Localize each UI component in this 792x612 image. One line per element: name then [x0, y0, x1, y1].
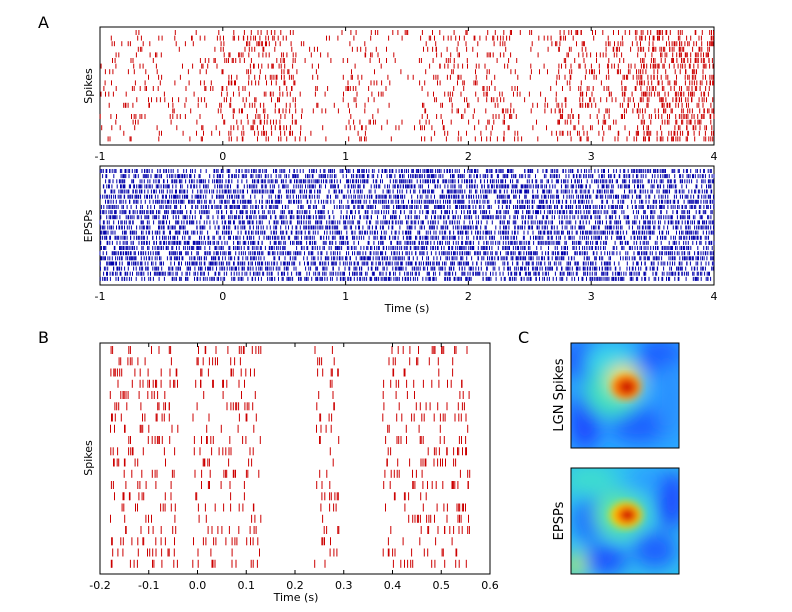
xtick-label: 0 — [219, 150, 226, 163]
panel-label-a: A — [38, 13, 49, 32]
panel-a-spikes-plot: -1 0 1 2 3 4 Spikes — [82, 26, 718, 163]
xtick-label: 2 — [465, 150, 472, 163]
panel-label-b: B — [38, 328, 49, 347]
xtick-label: 3 — [588, 150, 595, 163]
panel-label-c: C — [518, 328, 529, 347]
xtick-label: -1 — [95, 150, 106, 163]
panel-a-spikes-ylabel: Spikes — [82, 68, 95, 104]
panel-a-spikes-frame — [99, 26, 715, 146]
panel-a-spikes-marks — [99, 30, 715, 142]
panel-a-spikes-xticks: -1 0 1 2 3 4 — [95, 27, 718, 163]
panel-a-epsps-plot: -1 0 1 2 3 4 EPSPs Time (s) — [82, 165, 718, 315]
xtick-label: 1 — [342, 150, 349, 163]
xtick-label: 4 — [711, 150, 718, 163]
panel-a-epsps-marks — [99, 169, 715, 281]
